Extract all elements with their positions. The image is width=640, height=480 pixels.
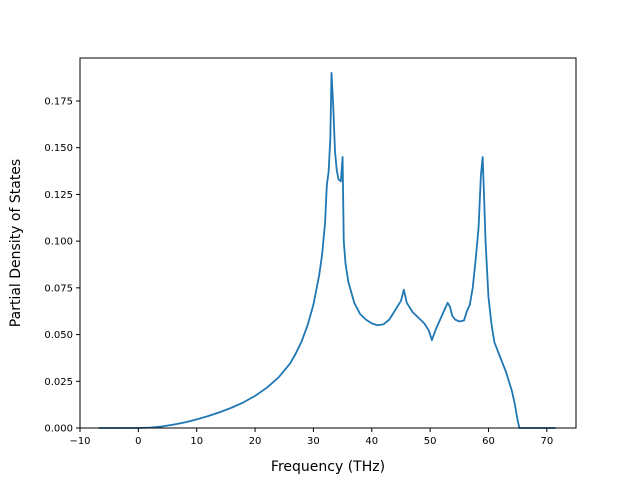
y-axis-ticks: 0.000 0.025 0.050 0.075 0.100 0.125 0.150 0.175 [44, 96, 80, 435]
series-line-0 [98, 72, 556, 429]
y-tick-label: 0.075 [44, 283, 73, 294]
y-tick-label: 0.000 [44, 424, 73, 435]
x-tick-label: 10 [190, 436, 203, 447]
x-tick-label: 70 [540, 436, 553, 447]
y-axis-label: Partial Density of States [8, 159, 24, 327]
x-axis-label: Frequency (THz) [271, 459, 385, 475]
plot-frame [79, 57, 577, 429]
y-tick-label: 0.125 [44, 190, 73, 201]
series-layer [98, 72, 556, 429]
plot-area [80, 58, 576, 428]
x-tick-label: 0 [135, 436, 141, 447]
x-tick-label: 50 [424, 436, 437, 447]
x-tick-label: 60 [482, 436, 495, 447]
x-tick-label: 40 [365, 436, 378, 447]
y-tick-label: 0.150 [44, 143, 73, 154]
x-tick-label: −10 [69, 436, 90, 447]
x-axis-ticks: −10 0 10 20 30 40 50 60 70 [69, 428, 553, 447]
x-tick-label: 20 [249, 436, 262, 447]
y-tick-label: 0.050 [44, 330, 73, 341]
y-tick-label: 0.175 [44, 96, 73, 107]
y-tick-label: 0.100 [44, 237, 73, 248]
x-tick-label: 30 [307, 436, 320, 447]
y-tick-label: 0.025 [44, 377, 73, 388]
